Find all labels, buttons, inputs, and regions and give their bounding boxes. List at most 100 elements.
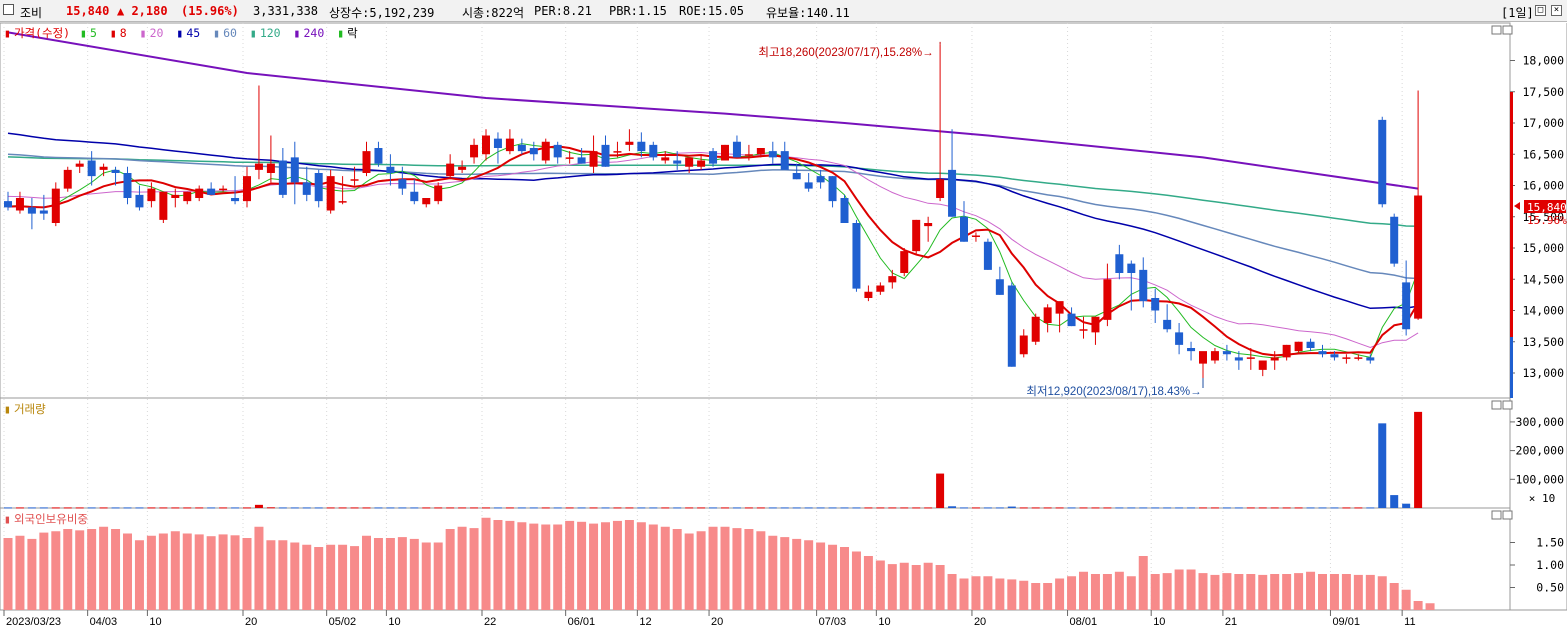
ma60-bullet: ▮ [213, 26, 221, 40]
volume-bar [135, 507, 144, 509]
candle-body [1390, 216, 1399, 264]
time-tick-label: 20 [245, 616, 257, 628]
foreign-panel-close-icon[interactable] [1502, 510, 1513, 520]
volume-bar [254, 504, 263, 508]
candle-body [1019, 335, 1028, 355]
volume-bar [780, 507, 789, 509]
volume-unit: × 10 [1529, 492, 1556, 505]
foreign-bar [457, 526, 467, 610]
candle-body [266, 163, 275, 173]
candle-body [398, 179, 407, 189]
volume-bar [410, 507, 419, 509]
price-tick-label: 17,500 [1522, 85, 1564, 99]
foreign-bar [624, 520, 634, 610]
ma240-legend: ▮ 240 [294, 26, 328, 40]
candle-body [111, 169, 120, 173]
candle-body [983, 241, 992, 270]
candle-body [446, 163, 455, 177]
stock-header: 조비 15,840 ▲ 2,180 (15.96%) 3,331,338 상장수… [0, 0, 1567, 22]
foreign-bar [218, 534, 228, 610]
candle-body [159, 191, 168, 220]
ma120-legend: ▮ 120 [250, 26, 284, 40]
foreign-bar [1413, 601, 1423, 610]
candle-body [422, 198, 431, 205]
candle-body [589, 151, 598, 167]
volume-bar [840, 507, 849, 509]
foreign-bar [1270, 574, 1280, 610]
foreign-bar [660, 526, 670, 610]
foreign-bar [1114, 571, 1124, 610]
volume-bar [171, 507, 180, 509]
volume-bar [1234, 507, 1243, 509]
volume-bar [1043, 507, 1052, 509]
foreign-bar [863, 556, 873, 610]
volume-panel-max-icon[interactable] [1491, 400, 1502, 410]
high-annotation: 최고18,260(2023/07/17),15.28%→ [758, 46, 933, 59]
panel-max-icon[interactable] [1491, 25, 1502, 35]
candle-body [1234, 357, 1243, 361]
volume-bar [493, 507, 502, 509]
volume-bar [362, 507, 371, 509]
current-range-marker-down [1510, 337, 1513, 398]
foreign-bar [51, 531, 61, 610]
volume-bar [601, 507, 610, 509]
volume-legend: ▮ 거래량 [4, 401, 49, 417]
volume-bar [1091, 507, 1100, 509]
candle-body [816, 176, 825, 183]
foreign-bar [373, 538, 383, 610]
volume-bar [924, 507, 933, 509]
volume-bar [685, 507, 694, 509]
foreign-bar [1306, 571, 1316, 610]
grid-lines [3, 23, 1403, 610]
maximize-button[interactable]: □ [1535, 5, 1546, 16]
foreign-bar [529, 523, 539, 610]
foreign-bar [314, 547, 324, 610]
volume-bar [266, 507, 275, 509]
foreign-bar [278, 540, 288, 610]
volume-bar [936, 473, 945, 508]
foreign-bar [1353, 574, 1363, 610]
candle-body [51, 188, 60, 223]
candle-body [995, 279, 1004, 295]
ma240-bullet: ▮ [293, 26, 301, 40]
volume-bar [314, 507, 323, 509]
candle-body [876, 285, 885, 292]
foreign-bar [768, 535, 778, 610]
candle-body [493, 138, 502, 148]
volume-bar [147, 507, 156, 509]
close-button[interactable]: × [1551, 5, 1562, 16]
panel-close-icon[interactable] [1502, 25, 1513, 35]
time-tick-label: 06/01 [568, 616, 596, 628]
foreign-bar [99, 526, 109, 610]
price-badge: 15,840 [1527, 201, 1567, 214]
foreign-bar [1258, 574, 1268, 610]
volume-bar [1019, 507, 1028, 509]
candle-body [207, 188, 216, 195]
candle-body [39, 210, 48, 214]
ma60-legend: ▮ 60 [213, 26, 240, 40]
foreign-panel-max-icon[interactable] [1491, 510, 1502, 520]
listed-shares: 상장수:5,192,239 [329, 6, 435, 20]
foreign-bar [481, 517, 491, 610]
ma5-label: 5 [89, 26, 97, 40]
ma20-label: 20 [149, 26, 164, 40]
foreign-bar [421, 542, 431, 610]
foreign-bar [947, 574, 957, 610]
candle-body [1163, 319, 1172, 330]
foreign-bar [816, 542, 826, 610]
time-tick-label: 12 [639, 616, 651, 628]
select-checkbox[interactable] [3, 4, 14, 15]
volume-bar [1246, 507, 1255, 509]
candle-body [362, 151, 371, 173]
volume-panel-close-icon[interactable] [1502, 400, 1513, 410]
candle-body [1115, 254, 1124, 273]
foreign-bar [1377, 576, 1387, 610]
volume-bar [350, 507, 359, 509]
price-change: ▲ 2,180 [117, 4, 168, 18]
volume-legend-label: 거래량 [13, 402, 46, 416]
ma60-label: 60 [223, 26, 237, 40]
candle-body [852, 223, 861, 289]
period-selector[interactable]: [1일] [1501, 6, 1534, 20]
candle-body [565, 157, 574, 159]
candle-body [888, 276, 897, 283]
